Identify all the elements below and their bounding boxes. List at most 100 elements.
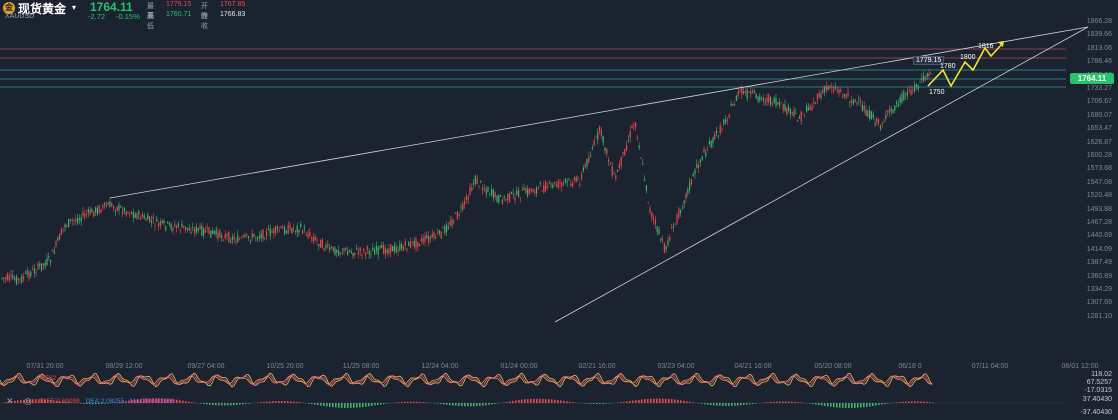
macd-bar: [266, 401, 268, 403]
candle-body: [712, 137, 714, 144]
candle-body: [649, 208, 651, 213]
macd-bar: [398, 402, 400, 403]
chevron-down-icon[interactable]: ▾: [72, 3, 77, 12]
candle-body: [518, 190, 520, 198]
candle-body: [539, 183, 541, 184]
candle-body: [644, 179, 646, 181]
price-axis-label: 1653.47: [1086, 125, 1112, 133]
candle-body: [662, 239, 664, 241]
projection-arrowhead: [998, 41, 1004, 47]
candle-body: [854, 99, 856, 102]
candle-body: [483, 188, 485, 190]
macd-bar: [230, 403, 232, 406]
candle-body: [165, 226, 167, 231]
macd-bar: [851, 403, 853, 408]
candle-body: [570, 183, 572, 186]
macd-bar: [530, 398, 532, 403]
macd-bar: [92, 403, 94, 405]
candle-body: [395, 246, 397, 253]
macd-bar: [275, 401, 277, 403]
macd-bar: [401, 401, 403, 403]
candle-body: [906, 91, 908, 97]
macd-bar: [263, 401, 265, 403]
annotation-1779: 1779.15: [913, 56, 945, 65]
candle-body: [276, 226, 278, 229]
candle-body: [474, 176, 476, 184]
macd-bar: [11, 401, 13, 403]
candle-body: [732, 103, 734, 106]
candle-body: [750, 91, 752, 95]
candle-body: [222, 239, 224, 241]
candle-body: [42, 263, 44, 266]
candle-body: [771, 103, 773, 105]
kdj-d-line: [0, 375, 933, 385]
candle-body: [57, 237, 59, 241]
candle-body: [383, 245, 385, 254]
price-axis-label: 1387.49: [1086, 259, 1112, 267]
candle-body: [375, 245, 377, 252]
candle-body: [588, 157, 590, 163]
candle-body: [708, 140, 710, 145]
macd-bar: [95, 403, 97, 405]
candle-body: [361, 255, 363, 256]
macd-bar: [818, 403, 820, 406]
macd-bar: [8, 401, 10, 403]
last-price: 1764.11: [90, 0, 133, 14]
candle-body: [717, 135, 719, 137]
candle-body: [62, 228, 64, 230]
candle-body: [579, 184, 581, 186]
open-value: 1767.85: [220, 1, 246, 8]
annotation-1800: 1800: [960, 54, 976, 61]
macd-bar: [47, 399, 49, 403]
macd-bar: [416, 401, 418, 403]
candle-body: [125, 211, 127, 216]
candle-body: [836, 90, 838, 92]
candle-body: [71, 220, 73, 221]
macd-bar: [554, 399, 556, 403]
macd-bar: [173, 399, 175, 403]
macd-bar: [212, 403, 214, 406]
eye-icon[interactable]: ◎: [24, 396, 32, 406]
candle-body: [197, 228, 199, 232]
candle-body: [41, 263, 43, 271]
close-icon[interactable]: ✕: [6, 396, 14, 406]
candle-body: [824, 86, 826, 93]
candle-body: [127, 211, 129, 213]
macd-bar: [923, 401, 925, 403]
candle-body: [905, 94, 907, 96]
candle-body: [123, 207, 125, 211]
symbol-name[interactable]: 现货黄金: [18, 2, 67, 16]
macd-bar: [335, 403, 337, 408]
candle-body: [595, 136, 597, 138]
candle-body: [384, 248, 386, 255]
candle-body: [883, 122, 885, 123]
candle-body: [586, 158, 588, 167]
macd-bar: [314, 403, 316, 405]
candle-body: [789, 108, 791, 115]
candle-body: [435, 237, 437, 239]
macd-bar: [545, 398, 547, 403]
macd-bar: [518, 400, 520, 403]
macd-bar: [464, 403, 466, 407]
candle-body: [581, 174, 583, 179]
candle-body: [174, 224, 176, 227]
candle-body: [186, 227, 188, 229]
candle-body: [869, 109, 871, 119]
time-axis-label: 04/21 16:00: [734, 363, 772, 370]
candle-body: [8, 275, 10, 281]
candle-body: [899, 96, 901, 103]
candle-body: [325, 244, 327, 249]
macd-bar: [407, 401, 409, 403]
macd-bar: [515, 400, 517, 403]
candle-body: [714, 133, 716, 140]
candle-body: [55, 241, 57, 246]
macd-bar: [248, 403, 250, 404]
macd-bar: [35, 399, 37, 403]
macd-bar: [29, 399, 31, 403]
price-axis-label: 1786.46: [1086, 58, 1112, 66]
candle-body: [113, 206, 115, 209]
macd-bar: [593, 403, 595, 404]
candle-body: [422, 237, 424, 242]
candle-body: [793, 109, 795, 117]
